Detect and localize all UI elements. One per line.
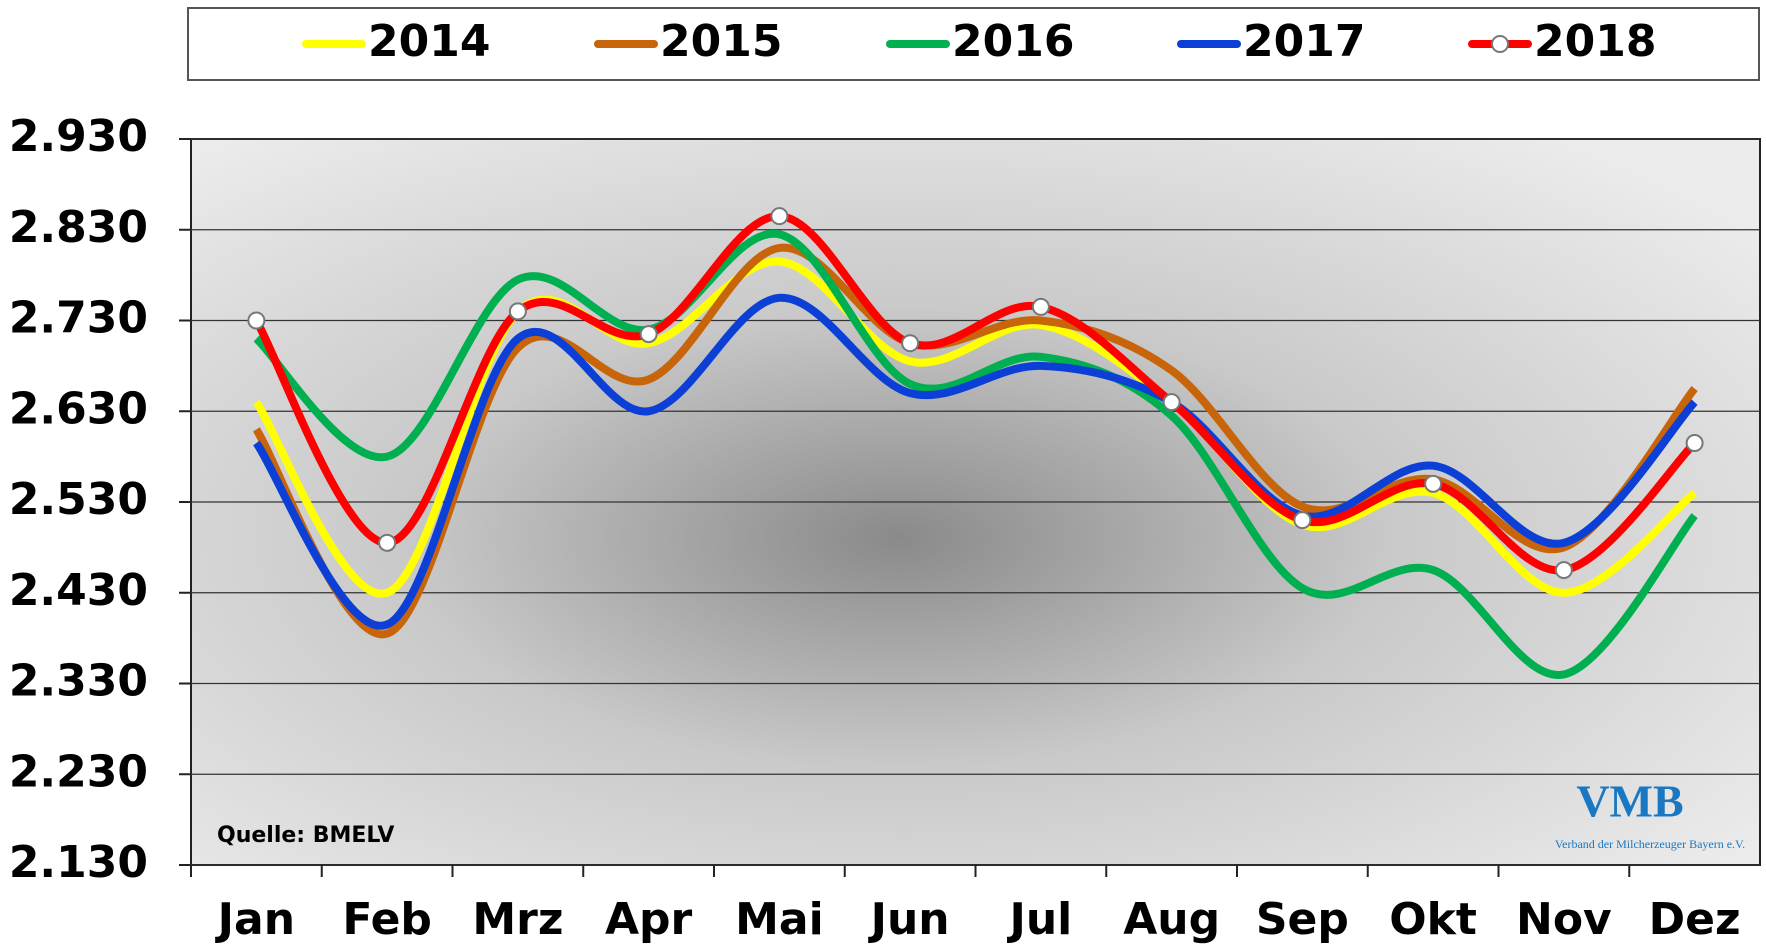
y-tick-label: 2.130 xyxy=(9,837,148,888)
marker xyxy=(1556,562,1572,578)
legend-label: 2016 xyxy=(952,16,1074,67)
logo-subtitle: Verband der Milcherzeuger Bayern e.V. xyxy=(1555,837,1745,851)
y-tick-label: 2.230 xyxy=(9,746,148,797)
marker xyxy=(902,335,918,351)
marker xyxy=(1294,512,1310,528)
x-tick-label: Jan xyxy=(215,894,295,945)
legend-label: 2017 xyxy=(1243,16,1365,67)
x-tick-label: Aug xyxy=(1123,894,1220,945)
marker xyxy=(379,535,395,551)
x-tick-label: Dez xyxy=(1649,894,1741,945)
marker xyxy=(1425,476,1441,492)
y-tick-label: 2.930 xyxy=(9,111,148,162)
y-tick-label: 2.330 xyxy=(9,656,148,707)
marker xyxy=(1687,435,1703,451)
legend-label: 2014 xyxy=(368,16,490,67)
legend-marker xyxy=(1492,36,1508,52)
x-tick-label: Feb xyxy=(342,894,432,945)
marker xyxy=(248,313,264,329)
x-tick-label: Sep xyxy=(1256,894,1349,945)
source-note: Quelle: BMELV xyxy=(217,823,394,848)
x-tick-label: Jun xyxy=(868,894,950,945)
x-tick-label: Apr xyxy=(605,894,693,945)
y-tick-label: 2.530 xyxy=(9,474,148,525)
legend-label: 2018 xyxy=(1534,16,1656,67)
x-tick-label: Jul xyxy=(1006,894,1072,945)
x-tick-label: Okt xyxy=(1389,894,1477,945)
x-tick-label: Nov xyxy=(1516,894,1612,945)
marker xyxy=(1033,299,1049,315)
x-tick-label: Mai xyxy=(735,894,824,945)
chart: Quelle: BMELV VMB Verband der Milcherzeu… xyxy=(0,0,1766,946)
x-tick-label: Mrz xyxy=(472,894,563,945)
logo: VMB xyxy=(1576,776,1683,827)
marker xyxy=(771,208,787,224)
marker xyxy=(510,303,526,319)
marker xyxy=(1164,394,1180,410)
y-tick-label: 2.630 xyxy=(9,383,148,434)
legend-label: 2015 xyxy=(660,16,782,67)
y-tick-label: 2.830 xyxy=(9,202,148,253)
y-tick-label: 2.430 xyxy=(9,565,148,616)
marker xyxy=(641,326,657,342)
y-tick-label: 2.730 xyxy=(9,293,148,344)
